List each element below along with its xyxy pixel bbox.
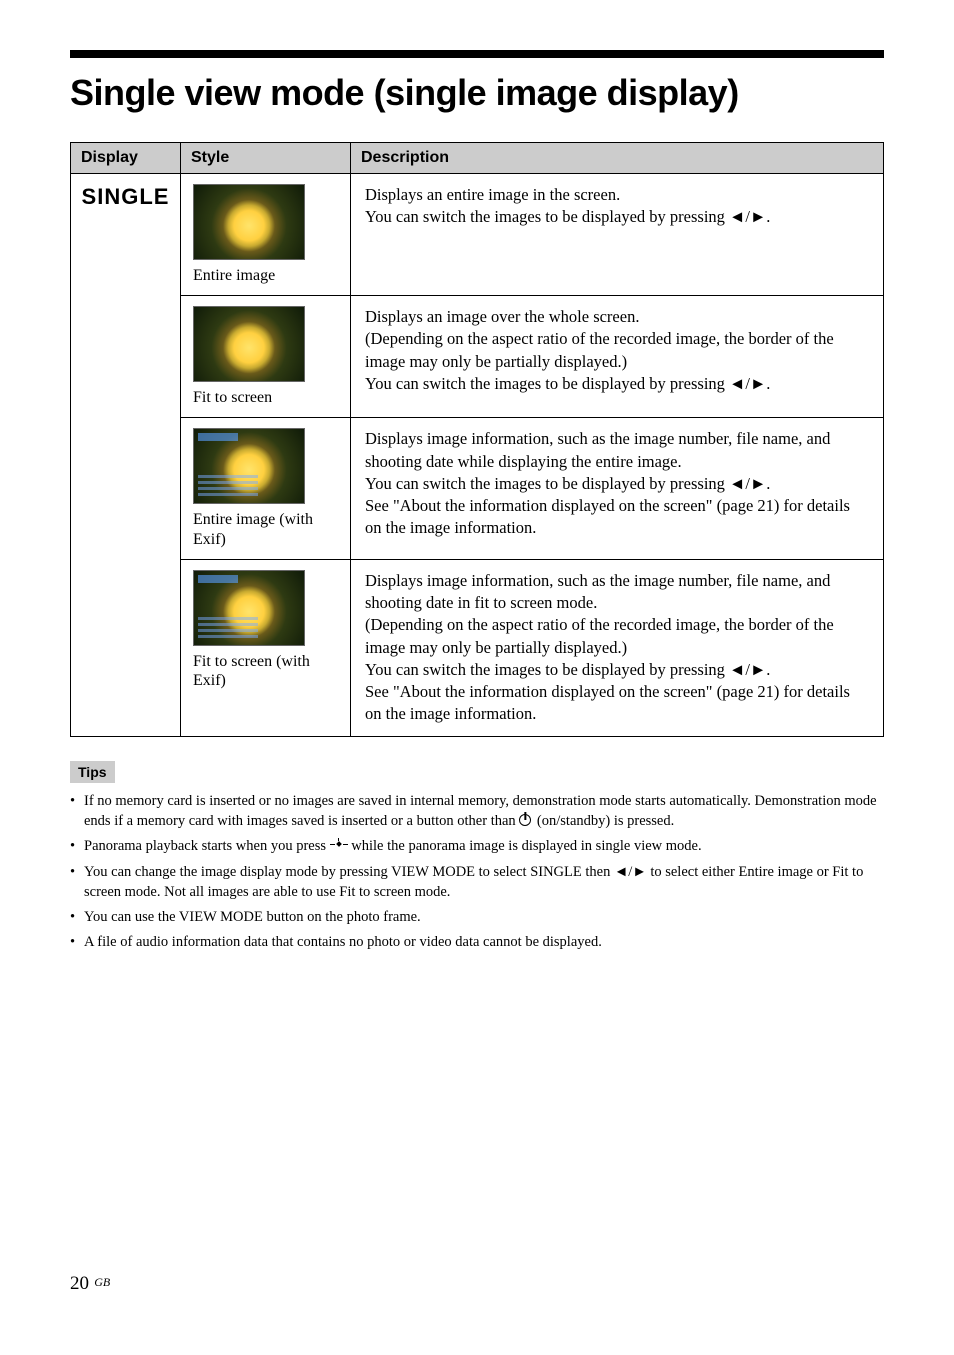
table-header-row: Display Style Description [71, 143, 884, 174]
tip-item: A file of audio information data that co… [70, 932, 884, 952]
desc-text: Displays an entire image in the screen. [365, 184, 869, 206]
table-row: SINGLE Entire image Displays an entire i… [71, 174, 884, 296]
mode-table: Display Style Description SINGLE Entire … [70, 142, 884, 737]
thumbnail-fit-exif [193, 570, 305, 646]
desc-text: (Depending on the aspect ratio of the re… [365, 614, 869, 659]
display-cell: SINGLE [71, 174, 181, 737]
desc-text: See "About the information displayed on … [365, 495, 869, 540]
thumbnail-entire-exif [193, 428, 305, 504]
enter-icon [330, 838, 348, 852]
desc-text: Displays image information, such as the … [365, 570, 869, 615]
tip-item: You can change the image display mode by… [70, 862, 884, 903]
style-caption: Fit to screen [193, 388, 340, 407]
desc-text: (Depending on the aspect ratio of the re… [365, 328, 869, 373]
table-row: Fit to screen (with Exif) Displays image… [71, 559, 884, 736]
desc-text: Displays an image over the whole screen. [365, 306, 869, 328]
desc-cell: Displays an image over the whole screen.… [351, 296, 884, 418]
tips-list: If no memory card is inserted or no imag… [70, 791, 884, 953]
style-cell: Fit to screen (with Exif) [181, 559, 351, 736]
style-cell: Entire image (with Exif) [181, 418, 351, 559]
desc-text: You can switch the images to be displaye… [365, 206, 869, 228]
th-description: Description [351, 143, 884, 174]
tips-heading: Tips [70, 761, 115, 783]
style-caption: Entire image (with Exif) [193, 510, 340, 548]
th-display: Display [71, 143, 181, 174]
desc-text: You can switch the images to be displaye… [365, 473, 869, 495]
desc-text: See "About the information displayed on … [365, 681, 869, 726]
page-footer: 20 GB [70, 1273, 884, 1295]
power-icon [519, 814, 531, 826]
desc-text: You can switch the images to be displaye… [365, 659, 869, 681]
desc-cell: Displays image information, such as the … [351, 418, 884, 559]
top-rule [70, 50, 884, 58]
style-cell: Fit to screen [181, 296, 351, 418]
desc-text: You can switch the images to be displaye… [365, 373, 869, 395]
desc-cell: Displays image information, such as the … [351, 559, 884, 736]
tip-text: If no memory card is inserted or no imag… [84, 793, 877, 829]
style-caption: Fit to screen (with Exif) [193, 652, 340, 690]
table-row: Entire image (with Exif) Displays image … [71, 418, 884, 559]
page-number: 20 [70, 1273, 89, 1294]
style-cell: Entire image [181, 174, 351, 296]
tip-item: If no memory card is inserted or no imag… [70, 791, 884, 832]
tip-item: You can use the VIEW MODE button on the … [70, 907, 884, 927]
region-code: GB [94, 1275, 110, 1289]
tip-text: while the panorama image is displayed in… [351, 838, 701, 854]
thumbnail-entire [193, 184, 305, 260]
tip-text: (on/standby) is pressed. [537, 813, 674, 829]
thumbnail-fit [193, 306, 305, 382]
tip-text: Panorama playback starts when you press [84, 838, 330, 854]
desc-text: Displays image information, such as the … [365, 428, 869, 473]
table-row: Fit to screen Displays an image over the… [71, 296, 884, 418]
th-style: Style [181, 143, 351, 174]
page-title: Single view mode (single image display) [70, 72, 884, 114]
tip-item: Panorama playback starts when you press … [70, 836, 884, 856]
desc-cell: Displays an entire image in the screen. … [351, 174, 884, 296]
style-caption: Entire image [193, 266, 340, 285]
